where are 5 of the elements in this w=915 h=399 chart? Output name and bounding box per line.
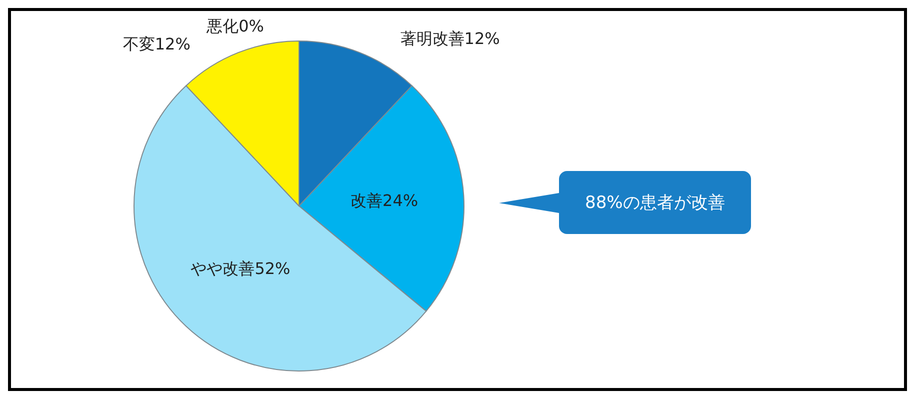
slice-label: 改善24% <box>350 191 418 210</box>
category-label: 悪化0% <box>206 16 264 36</box>
slice-label: やや改善52% <box>190 258 290 278</box>
slice-label: 不変12% <box>122 34 190 54</box>
slice-label: 著明改善12% <box>400 29 500 48</box>
